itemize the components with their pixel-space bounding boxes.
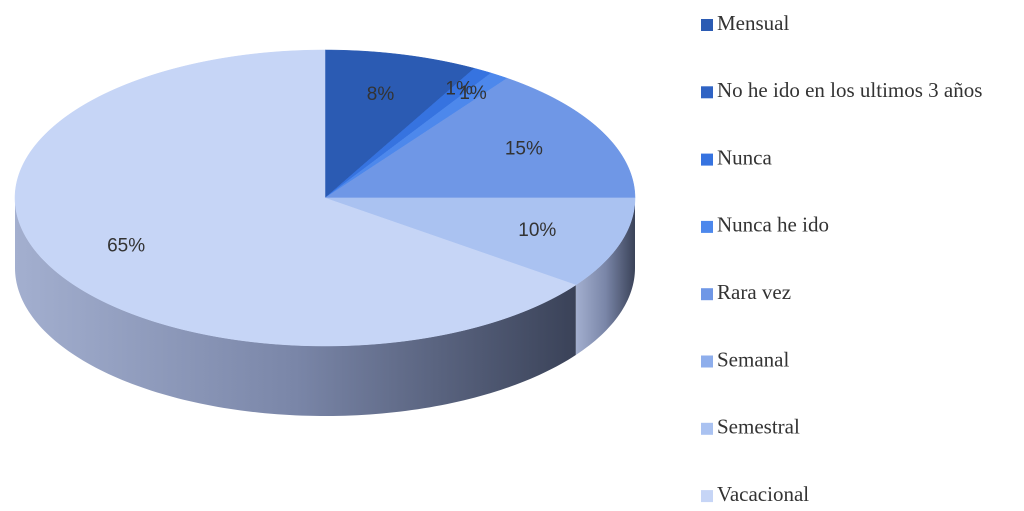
- legend-label: Nunca: [717, 145, 772, 169]
- legend: Mensual No he ido en los ultimos 3 años Nu…: [701, 11, 982, 506]
- pie-sides: [15, 198, 635, 416]
- pie-slice: [324, 77, 636, 199]
- data-label: 8%: [367, 84, 395, 105]
- legend-swatch: [701, 220, 713, 233]
- legend-swatch: [701, 422, 713, 435]
- data-label: 1%: [459, 83, 487, 104]
- data-label: 10%: [518, 220, 556, 241]
- legend-swatch: [701, 19, 713, 31]
- data-label: 15%: [505, 139, 543, 160]
- legend-label: No he ido en los ultimos 3 años: [717, 78, 982, 102]
- legend-swatch: [701, 490, 713, 503]
- legend-swatch: [701, 355, 713, 368]
- legend-swatch: [701, 153, 713, 166]
- legend-label: Nunca he ido: [717, 213, 829, 237]
- data-label: 1%: [445, 79, 473, 100]
- pie-slice: [14, 49, 577, 347]
- data-label: 65%: [107, 235, 145, 256]
- legend-label: Semestral: [717, 415, 800, 439]
- legend-label: Semanal: [717, 347, 789, 371]
- legend-swatch: [701, 86, 713, 99]
- legend-label: Mensual: [717, 11, 789, 35]
- legend-swatch: [701, 288, 713, 301]
- legend-label: Vacacional: [717, 482, 809, 506]
- pie-tops: [14, 49, 636, 347]
- legend-label: Rara vez: [717, 280, 791, 304]
- pie-slice: [324, 49, 475, 199]
- pie-side: [575, 198, 635, 355]
- pie-slice: [324, 197, 636, 286]
- pie-side: [15, 198, 576, 416]
- data-labels: 8% 1%1% 15% 10% 65%: [107, 79, 556, 257]
